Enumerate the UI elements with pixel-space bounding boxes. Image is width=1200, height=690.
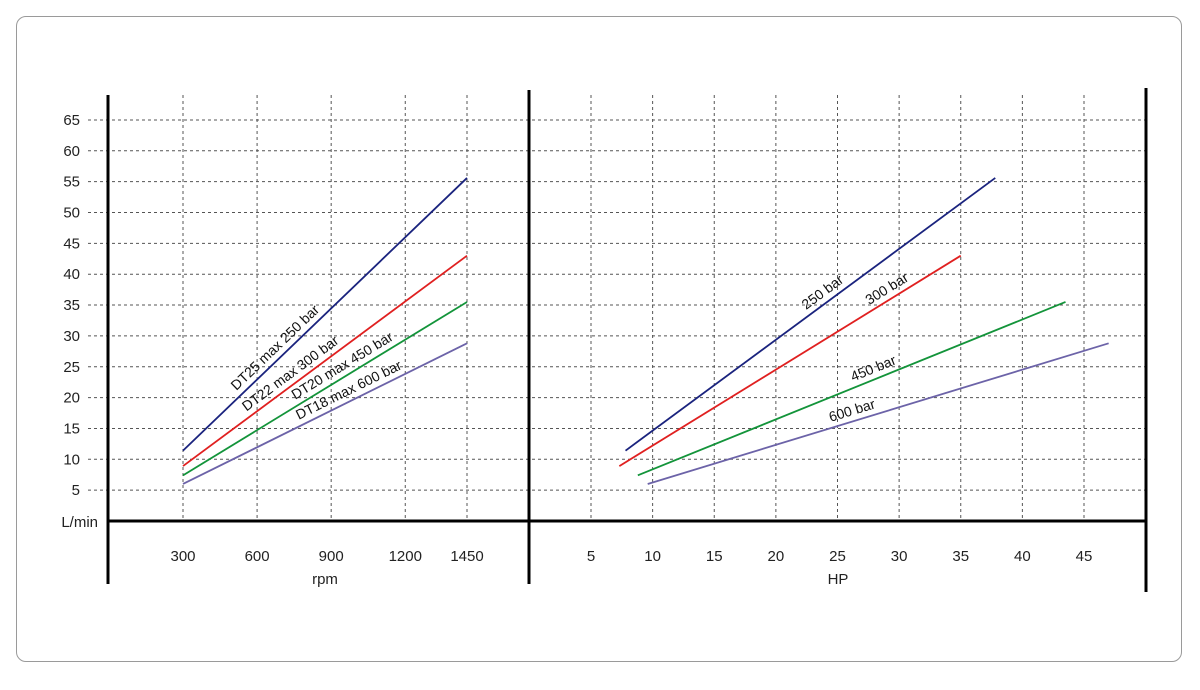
x-tick-label-hp: 45 bbox=[1076, 548, 1093, 565]
x-tick-label-hp: 15 bbox=[706, 548, 723, 565]
y-tick-label: 55 bbox=[63, 174, 80, 191]
x-tick-label-rpm: 600 bbox=[245, 548, 270, 565]
grid-lines bbox=[88, 95, 1145, 521]
series-line-hp bbox=[637, 301, 1066, 477]
x-tick-label-hp: 25 bbox=[829, 548, 846, 565]
y-tick-label: 25 bbox=[63, 359, 80, 376]
y-axis-label: L/min bbox=[61, 514, 98, 531]
y-tick-label: 65 bbox=[63, 112, 80, 129]
y-tick-label: 35 bbox=[63, 297, 80, 314]
x-tick-label-rpm: 1200 bbox=[389, 548, 422, 565]
series-label-hp: 600 bar bbox=[827, 395, 877, 424]
y-tick-label: 20 bbox=[63, 390, 80, 407]
labels: 5 10 15 20 25 30 35 40 45 50 55 60 65 300 600 900 1200 14… bbox=[63, 112, 1092, 565]
series-line-hp bbox=[624, 177, 996, 452]
series-line-rpm bbox=[182, 342, 468, 485]
y-tick-label: 45 bbox=[63, 235, 80, 252]
x-tick-label-hp: 40 bbox=[1014, 548, 1031, 565]
x-tick-label-hp: 10 bbox=[644, 548, 661, 565]
series-line-hp bbox=[647, 342, 1109, 485]
x-tick-label-rpm: 900 bbox=[319, 548, 344, 565]
y-tick-label: 60 bbox=[63, 143, 80, 160]
x-tick-label-rpm: 300 bbox=[170, 548, 195, 565]
axes bbox=[106, 88, 1148, 592]
y-tick-label: 40 bbox=[63, 266, 80, 283]
series-lines bbox=[182, 177, 1109, 485]
y-tick-label: 30 bbox=[63, 328, 80, 345]
y-tick-label: 50 bbox=[63, 205, 80, 222]
x-tick-label-hp: 5 bbox=[587, 548, 595, 565]
series-line-rpm bbox=[182, 177, 468, 452]
x-tick-label-hp: 20 bbox=[768, 548, 785, 565]
x-tick-label-rpm: 1450 bbox=[450, 548, 483, 565]
series-line-hp bbox=[618, 254, 962, 467]
series-line-rpm bbox=[182, 301, 468, 477]
series-line-rpm bbox=[182, 254, 468, 467]
x-axis-label-hp: HP bbox=[828, 571, 849, 588]
y-tick-label: 15 bbox=[63, 420, 80, 437]
x-tick-label-hp: 30 bbox=[891, 548, 908, 565]
x-tick-label-hp: 35 bbox=[952, 548, 969, 565]
y-tick-label: 10 bbox=[63, 451, 80, 468]
chart-frame bbox=[16, 16, 1182, 662]
y-tick-label: 5 bbox=[72, 482, 80, 499]
x-axis-label-rpm: rpm bbox=[312, 571, 338, 588]
